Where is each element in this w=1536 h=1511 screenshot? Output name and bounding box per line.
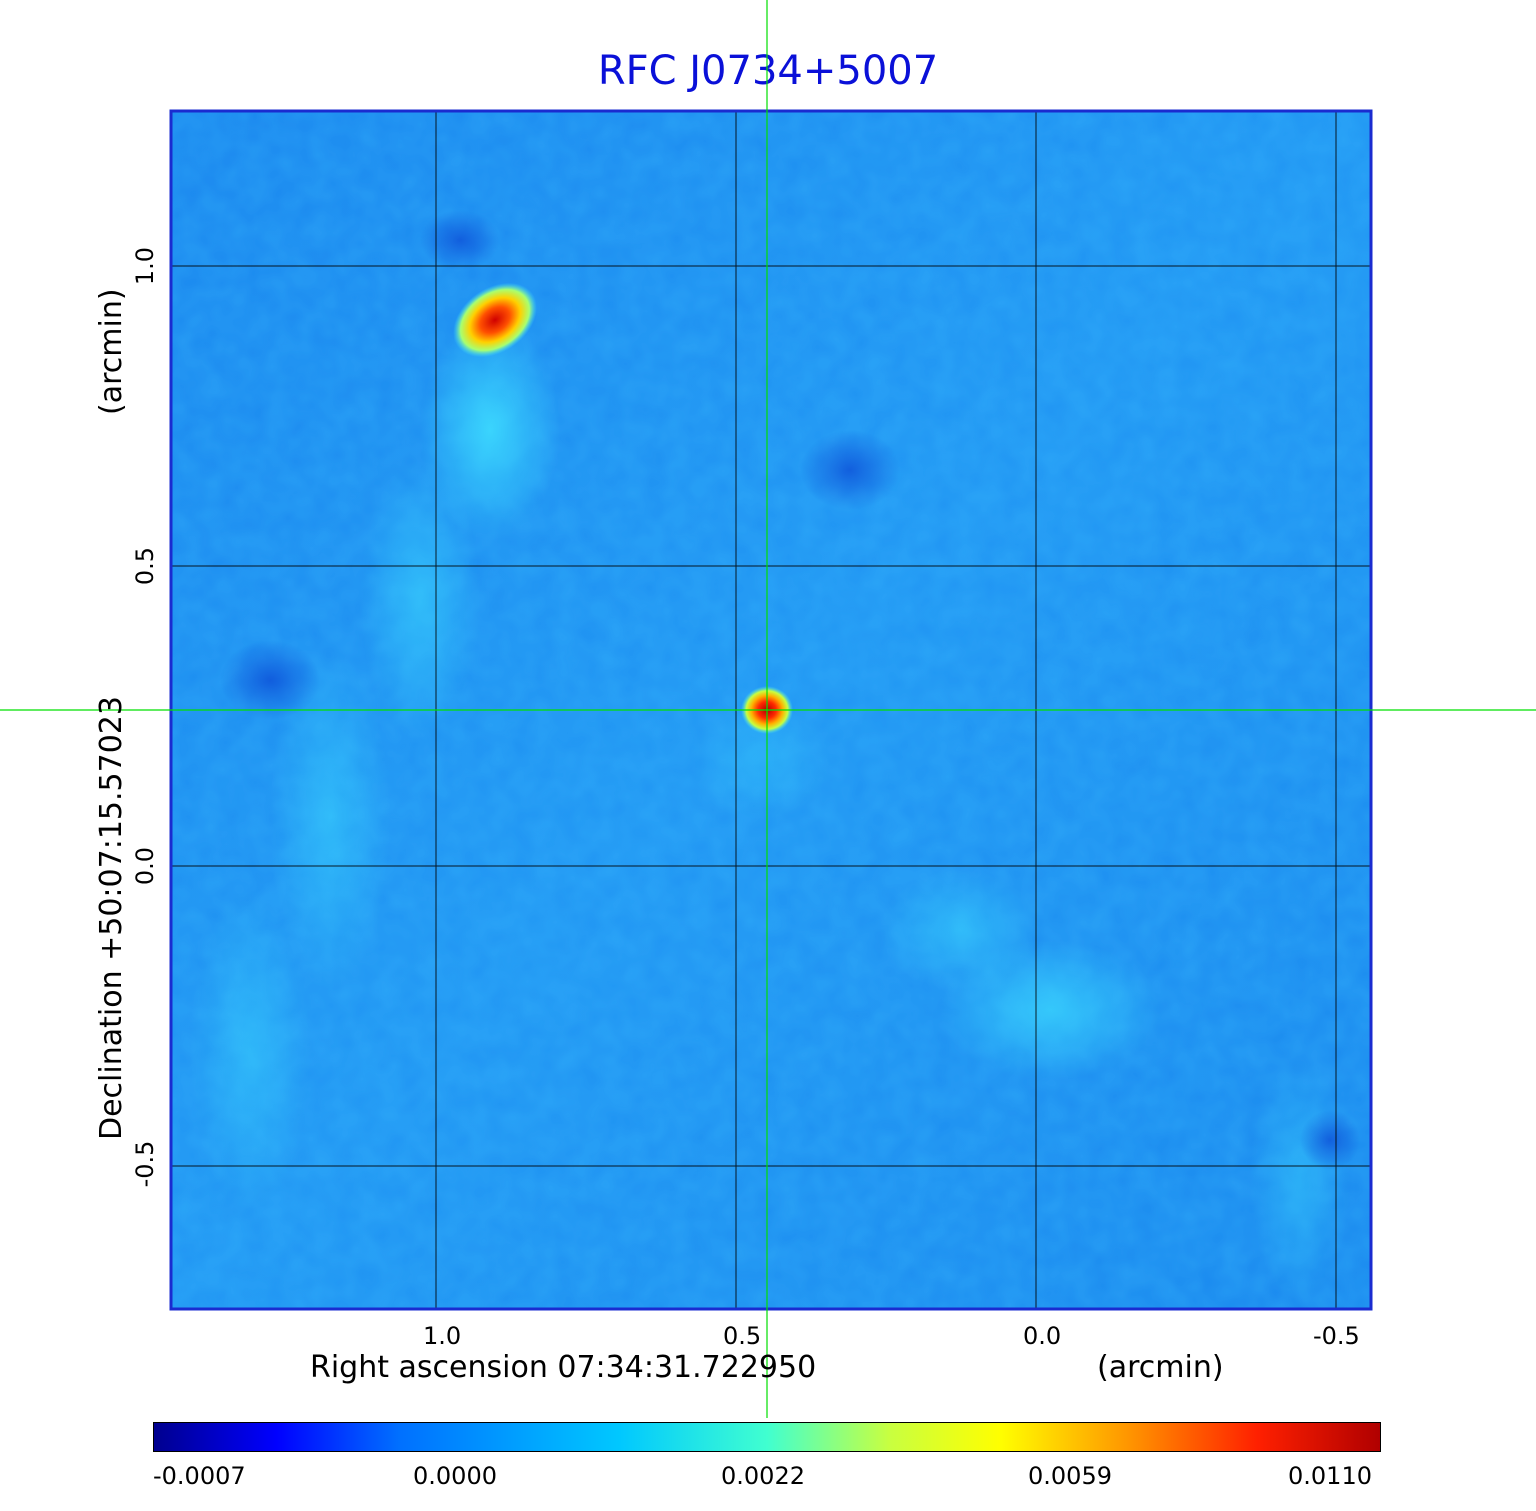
northern-source — [453, 282, 537, 358]
y-tick-label: 1.0 — [131, 246, 159, 286]
y-tick-label: 0.5 — [131, 546, 159, 586]
x-tick-label: 1.0 — [423, 1322, 462, 1350]
y-tick-label: -0.5 — [131, 1140, 159, 1188]
colorbar — [153, 1422, 1381, 1452]
colorbar-tick-label: 0.0110 — [1288, 1462, 1372, 1490]
colorbar-tick-label: 0.0022 — [721, 1462, 805, 1490]
x-axis-unit: (arcmin) — [1097, 1350, 1224, 1385]
colorbar-tick-label: -0.0007 — [153, 1462, 246, 1490]
y-axis-label: Declination +50:07:15.57023 — [94, 696, 129, 1140]
x-tick-label: -0.5 — [1313, 1322, 1360, 1350]
image-title: RFC J0734+5007 — [597, 48, 939, 94]
x-tick-label: 0.5 — [723, 1322, 762, 1350]
y-axis-unit: (arcmin) — [94, 288, 129, 415]
y-tick-label: 0.0 — [131, 846, 159, 886]
colorbar-tick-label: 0.0059 — [1028, 1462, 1112, 1490]
x-tick-label: 0.0 — [1023, 1322, 1062, 1350]
x-axis-label: Right ascension 07:34:31.722950 — [310, 1350, 817, 1385]
crosshair — [0, 0, 1536, 1418]
colorbar-tick-label: 0.0000 — [413, 1462, 497, 1490]
